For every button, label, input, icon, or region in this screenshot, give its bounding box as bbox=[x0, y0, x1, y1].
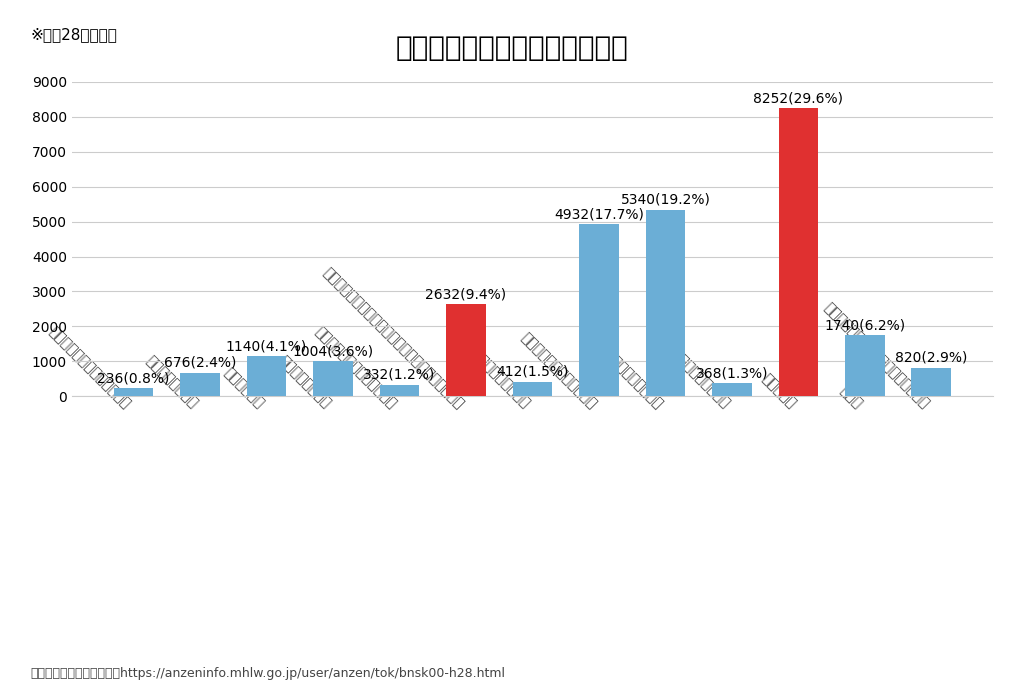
Bar bbox=[645, 210, 685, 396]
Text: 412(1.5%): 412(1.5%) bbox=[497, 365, 568, 379]
Bar bbox=[579, 224, 618, 396]
Bar bbox=[845, 335, 885, 396]
Text: 8252(29.6%): 8252(29.6%) bbox=[754, 92, 844, 105]
Text: 368(1.3%): 368(1.3%) bbox=[695, 367, 768, 380]
Text: 236(0.8%): 236(0.8%) bbox=[97, 371, 170, 385]
Text: 332(1.2%): 332(1.2%) bbox=[364, 367, 435, 382]
Bar bbox=[446, 304, 486, 396]
Bar bbox=[380, 385, 420, 396]
Bar bbox=[247, 357, 287, 396]
Bar bbox=[778, 108, 818, 396]
Bar bbox=[114, 388, 154, 396]
Text: 1004(3.6%): 1004(3.6%) bbox=[293, 344, 374, 359]
Text: 参照：職場の安全サイト　https://anzeninfo.mhlw.go.jp/user/anzen/tok/bnsk00-h28.html: 参照：職場の安全サイト https://anzeninfo.mhlw.go.jp… bbox=[31, 667, 506, 680]
Text: 1740(6.2%): 1740(6.2%) bbox=[824, 318, 905, 333]
Text: 4932(17.7%): 4932(17.7%) bbox=[554, 207, 644, 221]
Bar bbox=[180, 372, 220, 396]
Text: 820(2.9%): 820(2.9%) bbox=[895, 351, 968, 365]
Bar bbox=[513, 382, 552, 396]
Text: ※平成28年データ: ※平成28年データ bbox=[31, 27, 118, 42]
Text: 1140(4.1%): 1140(4.1%) bbox=[226, 339, 307, 354]
Bar bbox=[313, 361, 353, 396]
Text: 676(2.4%): 676(2.4%) bbox=[164, 356, 237, 370]
Text: 5340(19.2%): 5340(19.2%) bbox=[621, 193, 711, 207]
Text: 不安全な行動の内訳別死傷者数: 不安全な行動の内訳別死傷者数 bbox=[395, 34, 629, 62]
Bar bbox=[712, 383, 752, 396]
Text: 2632(9.4%): 2632(9.4%) bbox=[425, 288, 507, 301]
Bar bbox=[911, 367, 951, 396]
